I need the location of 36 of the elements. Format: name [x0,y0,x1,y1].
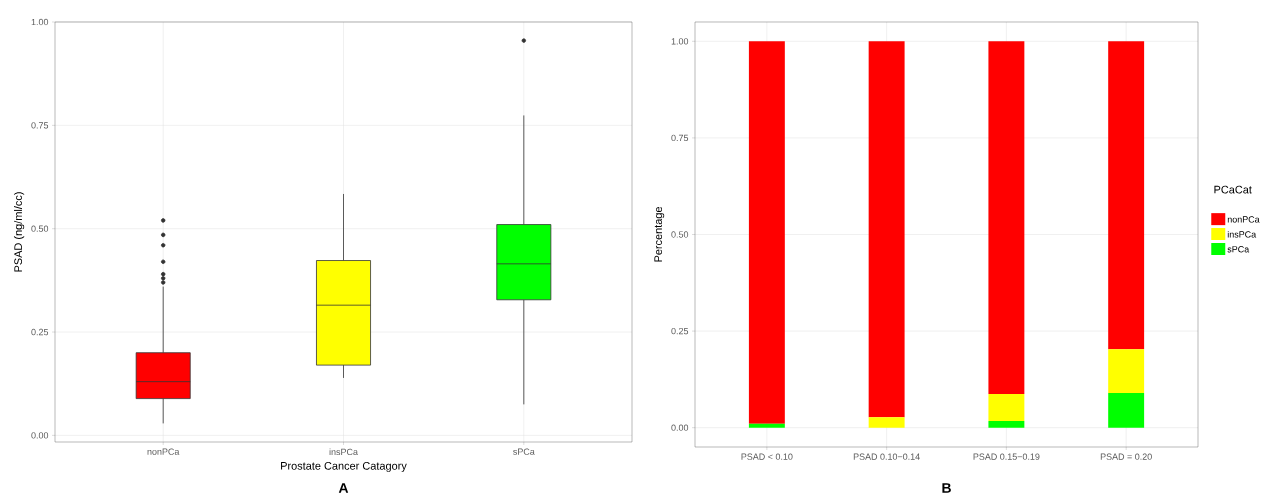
y-tick-label: 0.25 [31,328,49,336]
y-tick-label: 0.50 [671,231,689,238]
x-tick-label: sPCa [513,448,535,455]
bar [988,421,1025,428]
y-tick-label: 0.75 [671,134,689,142]
legend-label: insPCa [1227,231,1257,238]
x-tick-label: insPCa [329,448,358,456]
text: B [942,483,951,493]
bar [868,41,905,418]
y-axis-title: Percentage [654,206,665,262]
bar [988,41,1025,395]
x-tick-label: PSAD < 0.10 [741,453,793,460]
bar [748,41,785,424]
y-tick-label: 0.25 [671,327,689,335]
y-tick-label: 0.00 [671,424,689,431]
x-tick-label: PSAD 0.10−0.14 [853,453,920,460]
legend-label: sPCa [1227,246,1250,253]
text: A [338,483,349,493]
bar [868,417,905,428]
y-tick-label: 0.75 [31,122,49,129]
x-tick-label: PSAD 0.15−0.19 [973,453,1040,460]
bar [1108,349,1145,393]
legend-title: PCaCat [1214,185,1252,194]
bar [988,394,1025,422]
bar [748,423,785,428]
y-tick-label: 0.00 [31,432,49,439]
x-tick-label: nonPCa [147,448,180,455]
y-tick-label: 1.00 [31,18,49,26]
legend-label: nonPCa [1227,216,1260,223]
y-tick-label: 0.50 [31,225,49,232]
x-axis-title: Prostate Cancer Catagory [281,461,407,472]
y-tick-label: 1.00 [671,38,689,45]
x-tick-label: PSAD = 0.20 [1100,453,1152,460]
bar [1108,41,1145,350]
y-axis-title: PSAD (ng/ml/cc) [13,192,25,272]
bar [1108,392,1145,428]
